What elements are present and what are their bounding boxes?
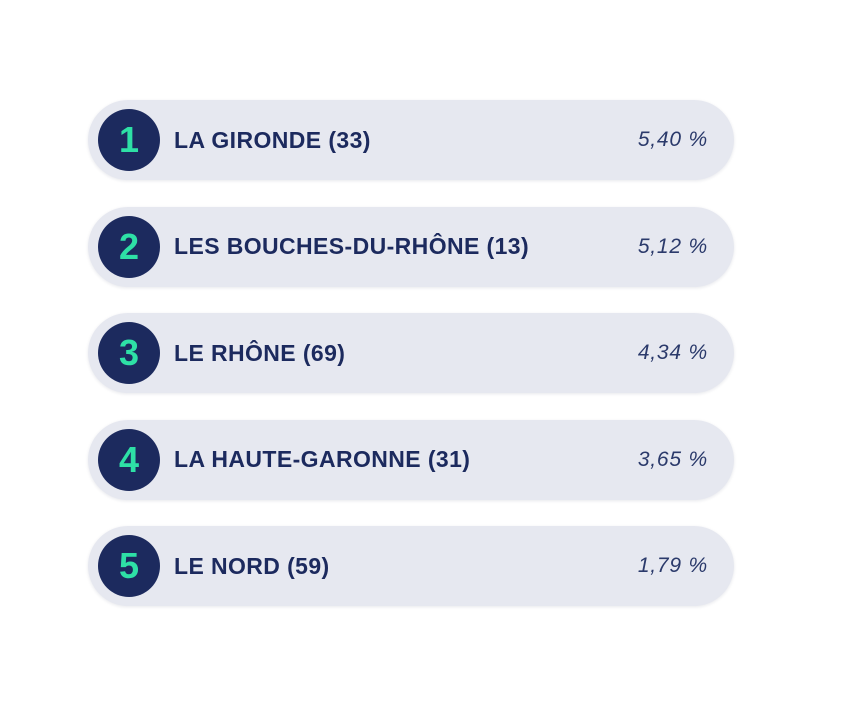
department-name: LA HAUTE-GARONNE (31) bbox=[174, 446, 471, 472]
percentage-value: 3,65 % bbox=[637, 447, 708, 471]
ranking-row: 4 LA HAUTE-GARONNE (31) 3,65 % bbox=[88, 419, 734, 500]
ranking-row: 3 LE RHÔNE (69) 4,34 % bbox=[88, 313, 734, 393]
rank-badge: 4 bbox=[98, 428, 160, 491]
ranking-row: 5 LE NORD (59) 1,79 % bbox=[88, 526, 734, 606]
department-name: LE RHÔNE (69) bbox=[174, 339, 346, 366]
rank-badge: 2 bbox=[98, 215, 160, 278]
department-name: LE NORD (59) bbox=[174, 552, 330, 579]
percentage-value: 4,34 % bbox=[637, 341, 708, 364]
department-name: LA GIRONDE (33) bbox=[174, 126, 371, 153]
department-name: LES BOUCHES-DU-RHÔNE (13) bbox=[174, 233, 530, 259]
rank-badge: 3 bbox=[98, 322, 160, 384]
percentage-value: 5,12 % bbox=[637, 234, 708, 258]
percentage-value: 1,79 % bbox=[637, 554, 708, 577]
ranking-row: 2 LES BOUCHES-DU-RHÔNE (13) 5,12 % bbox=[88, 206, 734, 287]
percentage-value: 5,40 % bbox=[637, 128, 708, 151]
ranking-list: 1 LA GIRONDE (33) 5,40 % 2 LES BOUCHES-D… bbox=[88, 100, 734, 633]
ranking-row: 1 LA GIRONDE (33) 5,40 % bbox=[88, 100, 734, 180]
rank-badge: 1 bbox=[98, 109, 160, 171]
rank-badge: 5 bbox=[98, 535, 160, 597]
